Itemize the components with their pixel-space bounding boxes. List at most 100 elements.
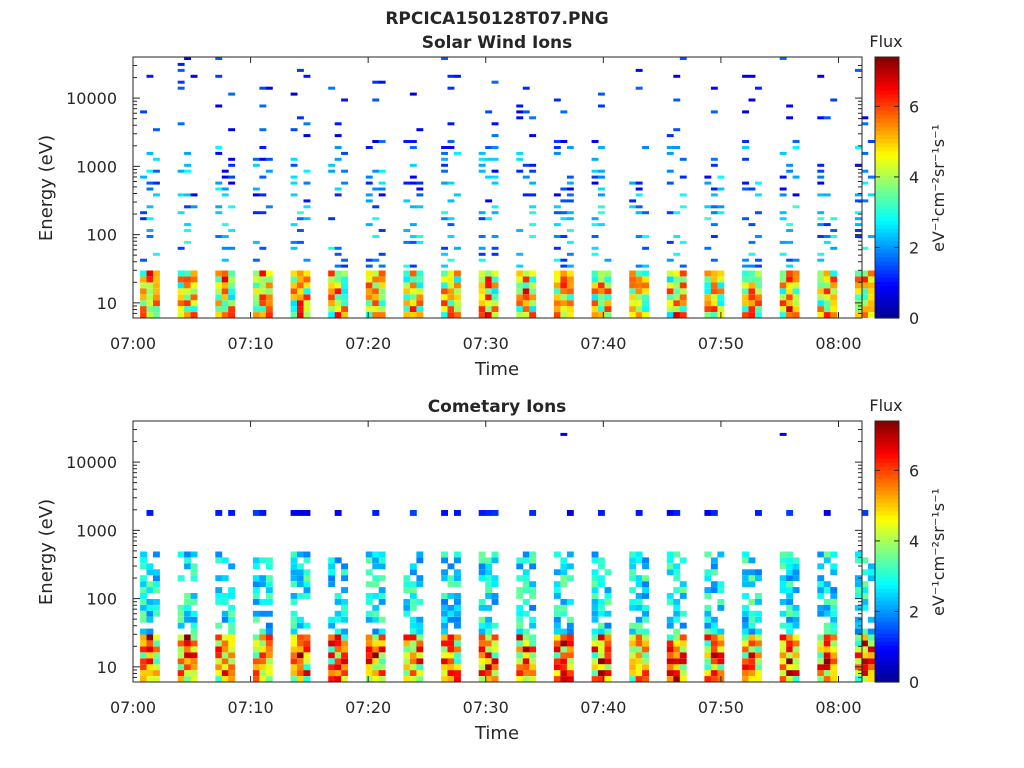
colorbar-segment xyxy=(875,118,899,123)
heatmap-cell xyxy=(817,270,825,277)
heatmap-cell xyxy=(441,658,448,665)
heatmap-cell xyxy=(454,246,461,250)
heatmap-cell xyxy=(591,217,599,221)
heatmap-cell xyxy=(378,270,386,277)
colorbar-segment xyxy=(875,281,899,286)
heatmap-cell xyxy=(378,306,386,312)
heatmap-cell xyxy=(710,664,718,671)
heatmap-cell xyxy=(177,270,185,277)
heatmap-cell xyxy=(635,628,643,635)
heatmap-cell xyxy=(441,306,448,312)
heatmap-cell xyxy=(786,599,794,605)
heatmap-cell xyxy=(553,282,561,289)
heatmap-cell xyxy=(742,74,749,78)
heatmap-cell xyxy=(454,569,461,576)
heatmap-cell xyxy=(748,664,756,671)
heatmap-cell xyxy=(403,288,411,295)
heatmap-cell xyxy=(553,258,561,262)
heatmap-cell xyxy=(416,235,424,238)
heatmap-cell xyxy=(372,312,380,318)
heatmap-cell xyxy=(441,569,448,576)
heatmap-cell xyxy=(184,169,191,173)
heatmap-cell xyxy=(786,563,794,570)
heatmap-cell xyxy=(779,294,787,301)
heatmap-cell xyxy=(704,652,712,659)
colorbar-segment xyxy=(875,89,899,95)
heatmap-cell xyxy=(861,569,869,576)
heatmap-cell xyxy=(221,670,229,676)
heatmap-cell xyxy=(190,282,198,289)
heatmap-cell xyxy=(409,205,417,209)
heatmap-cell xyxy=(259,575,267,582)
heatmap-cell xyxy=(215,288,223,295)
heatmap-cell xyxy=(779,306,787,312)
heatmap-cell xyxy=(522,664,530,671)
heatmap-cell xyxy=(629,551,637,558)
heatmap-cell xyxy=(516,640,524,647)
heatmap-cell xyxy=(372,634,380,641)
heatmap-cell xyxy=(591,282,599,289)
heatmap-cell xyxy=(378,652,386,659)
heatmap-cell xyxy=(792,312,800,318)
heatmap-cell xyxy=(491,211,499,215)
heatmap-cell xyxy=(221,169,229,173)
colorbar-segment xyxy=(875,285,899,291)
heatmap-cell xyxy=(221,610,229,617)
heatmap-cell xyxy=(666,211,674,215)
heatmap-cell xyxy=(553,569,561,576)
heatmap-cell xyxy=(334,193,342,197)
heatmap-cell xyxy=(228,587,236,593)
colorbar-segment xyxy=(875,620,899,626)
heatmap-cell xyxy=(710,163,718,167)
heatmap-cell xyxy=(409,270,417,277)
heatmap-cell xyxy=(566,264,574,268)
heatmap-cell xyxy=(642,610,649,617)
heatmap-cell xyxy=(861,664,869,671)
heatmap-cell xyxy=(221,646,229,653)
heatmap-cell xyxy=(854,163,862,167)
heatmap-cell xyxy=(221,640,229,647)
heatmap-cell xyxy=(328,270,336,277)
heatmap-cell xyxy=(604,288,612,295)
heatmap-cell xyxy=(290,622,298,629)
colorbar-segment xyxy=(875,555,899,561)
heatmap-cell xyxy=(566,551,574,558)
heatmap-cell xyxy=(447,640,455,647)
heatmap-cell xyxy=(416,288,424,295)
heatmap-cell xyxy=(522,557,530,564)
heatmap-cell xyxy=(598,646,605,653)
heatmap-cell xyxy=(265,294,273,301)
heatmap-cell xyxy=(190,300,198,307)
heatmap-cell xyxy=(409,240,417,244)
heatmap-cell xyxy=(491,306,499,312)
heatmap-cell xyxy=(604,646,612,653)
heatmap-cell xyxy=(867,640,875,647)
heatmap-cell xyxy=(522,587,530,593)
heatmap-cell xyxy=(748,74,756,78)
heatmap-cell xyxy=(591,610,599,617)
heatmap-cell xyxy=(290,557,298,564)
heatmap-cell xyxy=(598,205,605,209)
heatmap-cell xyxy=(265,646,273,653)
heatmap-cell xyxy=(372,616,380,623)
heatmap-cell xyxy=(259,157,267,161)
heatmap-cell xyxy=(303,122,311,126)
heatmap-cell xyxy=(409,92,417,96)
heatmap-cell xyxy=(441,157,448,161)
heatmap-cell xyxy=(867,670,875,676)
heatmap-cell xyxy=(409,146,417,149)
heatmap-cell xyxy=(478,634,486,641)
heatmap-cell xyxy=(861,634,869,641)
heatmap-cell xyxy=(297,581,304,588)
heatmap-cell xyxy=(553,193,561,197)
heatmap-cell xyxy=(153,587,160,593)
heatmap-cell xyxy=(441,652,448,659)
heatmap-cell xyxy=(560,264,568,268)
heatmap-cell xyxy=(742,581,749,588)
heatmap-cell xyxy=(598,276,605,283)
heatmap-cell xyxy=(642,211,649,215)
heatmap-cell xyxy=(403,181,411,185)
heatmap-cell xyxy=(303,646,311,653)
heatmap-cell xyxy=(297,593,304,599)
heatmap-cell xyxy=(190,628,198,635)
